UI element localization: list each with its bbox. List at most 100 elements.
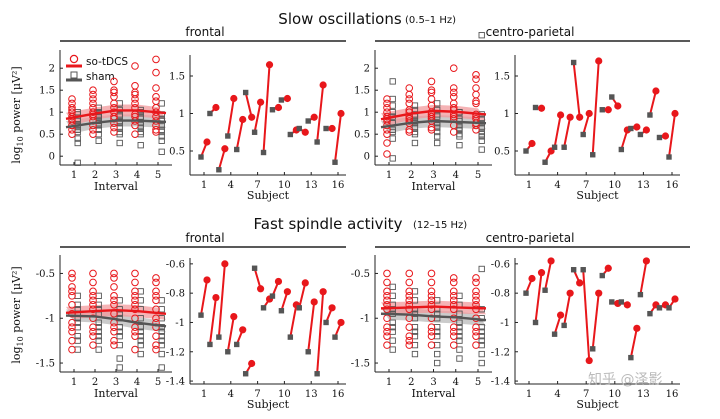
row-1-centro-parietal-subject-subject-link <box>553 114 562 148</box>
row-1-frontal-subject-xlabel: Subject <box>247 189 290 202</box>
row-2-frontal-interval-xtick-label: 5 <box>155 377 161 388</box>
row-2-frontal-subject-stim-point <box>319 288 327 296</box>
row-1-centro-parietal-subject-sham-point <box>618 146 625 153</box>
row-1-frontal-interval-stim-point <box>89 95 97 103</box>
row-1-frontal-subject-sham-point <box>314 139 320 145</box>
row-2-frontal-interval-stim-point <box>89 278 97 287</box>
row-2-frontal-interval-stim-point <box>131 345 139 354</box>
legend: so-tDCS sham <box>66 54 128 83</box>
row-2-centro-parietal-interval-sham-point <box>389 319 396 326</box>
row-2-frontal-interval-stim-point <box>131 292 139 300</box>
row-1-frontal-interval-stim-point <box>131 62 139 70</box>
row-1-centro-parietal-interval-sham-point <box>478 137 485 144</box>
row-1-frontal-interval-stim-point <box>131 130 139 138</box>
row-1-frontal-subject-sham-point <box>332 159 338 165</box>
row-2-frontal-interval-stim-point <box>89 296 97 305</box>
row-1-frontal-subject-sham-point <box>323 125 329 132</box>
row-2-centro-parietal-interval-stim-point <box>427 269 436 278</box>
row-1-range: (0.5–1 Hz) <box>405 15 456 26</box>
row-1-frontal-subject-stim-point <box>212 103 220 112</box>
row-1-frontal-interval-stim-point <box>110 93 118 101</box>
row-2-frontal-subject-sham-point <box>207 341 213 348</box>
row-2-centro-parietal-subject-stim-point <box>528 274 536 283</box>
row-2-centro-parietal-interval-stim-point <box>449 278 458 287</box>
row-2-centro-parietal-interval-stim-point <box>427 314 436 323</box>
row-1-frontal-interval-xlabel: Interval <box>94 180 138 193</box>
row-2-frontal-interval-ytick-label: -1.5 <box>36 359 55 370</box>
row-2-centro-parietal-interval-stim-point <box>449 341 458 349</box>
row-1-centro-parietal-interval-stim-point <box>427 95 436 103</box>
row-2-centro-parietal-subject-xtick-label: 1 <box>526 389 532 400</box>
row-2-centro-parietal-interval-stim-point <box>427 341 436 349</box>
row-1-centro-parietal-interval-stim-point <box>449 99 458 108</box>
row-1-centro-parietal-subject-ytick-label: 1.5 <box>494 72 510 83</box>
row-1-frontal-interval-stim-point <box>110 88 118 97</box>
row-2-frontal-interval-xlabel: Interval <box>94 387 138 400</box>
row-2-frontal-interval-sham-point <box>158 350 165 358</box>
row-1-frontal-interval-stim-point <box>131 82 139 90</box>
row-1-centro-parietal-subject-stim-point <box>595 57 603 65</box>
row-2-frontal-interval-stim-point <box>68 269 76 278</box>
row-2-frontal-interval-ytick-label: -0.5 <box>36 269 55 280</box>
row-2-centro-parietal-subject-sham-point <box>666 305 672 311</box>
row-2-frontal-interval-stim-point <box>152 296 160 305</box>
row-1-centro-parietal-subject-stim-point <box>614 102 622 110</box>
row-2-centro-parietal-interval-stim-point <box>405 341 414 349</box>
row-1-centro-parietal-subject-sham-point <box>637 131 644 138</box>
row-1-centro-parietal-interval-ytick-label: 1 <box>364 108 370 119</box>
row-2-centro-parietal-interval-sham-point <box>456 337 463 344</box>
row-2-centro-parietal-interval-stim-point <box>405 305 414 314</box>
row-2-centro-parietal-interval-stim-point <box>449 274 458 282</box>
row-2-frontal-subject-stim-point <box>230 313 238 321</box>
row-2-centro-parietal-interval-ytick-label: -1 <box>360 314 370 325</box>
row-1-frontal-interval-stim-point <box>152 93 160 101</box>
row-1-frontal-interval-sham-point <box>95 137 102 144</box>
row-1-centro-parietal-interval-stim-point <box>405 128 414 136</box>
row-1-centro-parietal-subject-subject-link <box>591 60 600 155</box>
row-2-frontal-interval-stim-point <box>131 287 139 296</box>
row-2-frontal-subject-sham-point <box>251 265 258 271</box>
row-2-frontal-subject-stim-point <box>248 359 256 368</box>
row-2-centro-parietal-subject-stim-point <box>604 264 612 272</box>
row-1-centro-parietal-interval-sham-point <box>411 139 419 147</box>
row-2-frontal-interval-xtick-label: 4 <box>134 377 140 388</box>
row-2-frontal-interval-sham-point <box>137 288 144 295</box>
row-2-centro-parietal-interval-sham-point <box>478 359 485 367</box>
row-1-frontal-interval-ytick-label: 2 <box>49 64 55 75</box>
row-2-centro-parietal-subject-subject-link <box>544 260 553 291</box>
row-2-centro-parietal-subject-subject-link <box>629 328 638 358</box>
row-1-frontal-subject-sham-point <box>260 149 267 156</box>
row-2-centro-parietal-interval-sham-point <box>456 292 463 299</box>
row-2-centro-parietal-interval-stim-point <box>427 332 436 340</box>
row-2-frontal-subject-sham-point <box>242 371 249 377</box>
row-2-centro-parietal-subject-sham-point <box>561 322 567 329</box>
row-2-frontal-subject-subject-link <box>217 263 226 338</box>
row-2-frontal-interval-stim-point <box>89 314 97 323</box>
row-2-frontal-interval-stim-point <box>89 341 97 349</box>
row-2-frontal-subject-sham-point <box>234 341 240 348</box>
row-2-centro-parietal-subject-xtick-label: 16 <box>666 389 679 400</box>
row-1-centro-parietal-interval-stim-point <box>449 88 458 97</box>
row-1-centro-parietal-subject-xtick-label: 1 <box>526 180 532 191</box>
row-2-frontal-subject-stim-point <box>310 298 318 306</box>
row-1-frontal-interval-sham-point <box>116 139 123 147</box>
row-1-centro-parietal-interval-stim-point <box>449 112 458 121</box>
row-1-frontal-interval-stim-point <box>89 99 97 108</box>
row-2-centro-parietal-interval-stim-point <box>472 278 480 287</box>
row-1-centro-parietal-subject-sham-point <box>523 148 529 154</box>
row-2-centro-parietal-interval-sham-point <box>456 355 463 362</box>
row-2-frontal-interval-stim-point <box>110 269 118 278</box>
row-1-centro-parietal-subject-sham-point <box>532 104 539 111</box>
row-1-frontal-subject-sham-point <box>198 154 204 160</box>
row-1-centro-parietal-subject-xtick-label: 10 <box>608 180 621 191</box>
row-2-frontal-interval-sham-point <box>116 333 123 340</box>
row-2-frontal-subject-sham-point <box>225 349 231 355</box>
row-1-frontal-interval-stim-point <box>89 126 97 134</box>
row-2-frontal-interval-sham-point <box>116 355 123 362</box>
row-1-frontal-subject-subject-link <box>217 148 226 171</box>
row-2-centro-parietal-interval-stim-point <box>405 332 414 340</box>
row-2-centro-parietal-subject-xlabel: Subject <box>576 398 619 411</box>
row-1-centro-parietal-interval-stim-point <box>427 88 436 97</box>
row-2-centro-parietal-interval-xtick-label: 2 <box>408 377 414 388</box>
